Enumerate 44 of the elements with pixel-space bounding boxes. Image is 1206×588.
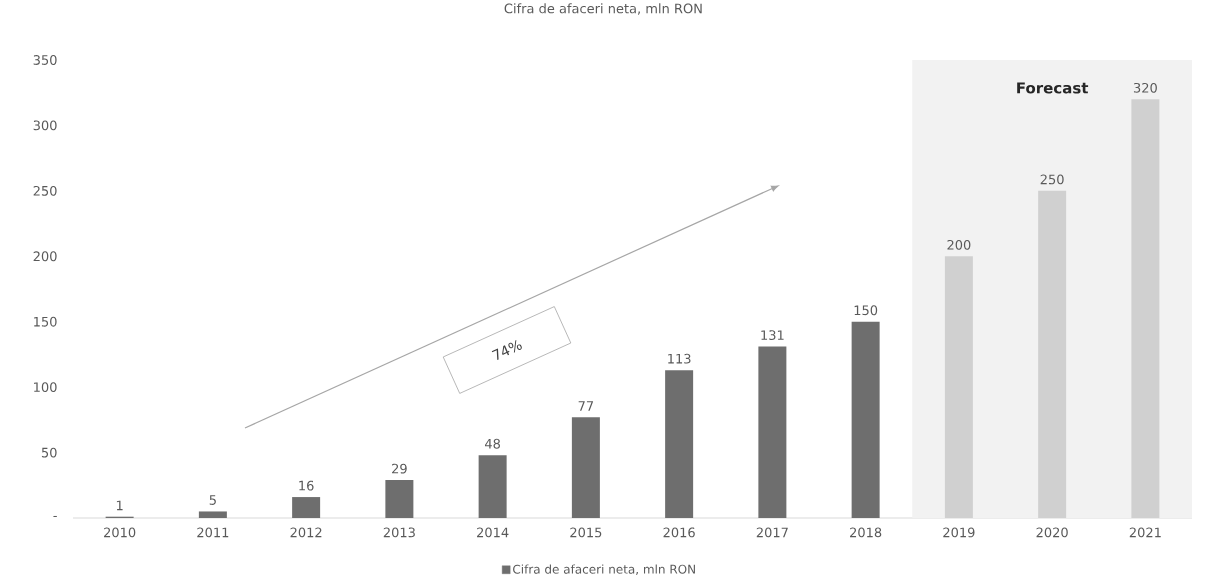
data-label: 1 [116,500,123,511]
bar [665,370,694,518]
x-tick-label: 2017 [756,527,788,538]
y-tick-label: 200 [33,251,57,262]
x-tick-label: 2019 [943,527,975,538]
x-tick-label: 2021 [1129,527,1161,538]
bar [385,480,414,518]
data-label: 320 [1133,82,1157,93]
data-label: 200 [947,239,971,250]
y-tick-label: 300 [33,120,57,131]
data-label: 131 [761,330,784,341]
data-label: 150 [854,305,878,316]
legend-label: Cifra de afaceri neta, mln RON [513,564,695,575]
x-tick-label: 2012 [290,527,322,538]
data-label: 48 [485,438,500,449]
y-tick-label: 100 [34,382,57,393]
data-label: 16 [299,480,314,491]
y-tick-label: 50 [41,447,57,458]
bar [198,511,227,518]
bar [851,321,880,518]
y-tick-label: - [53,515,57,517]
y-tick-label: 250 [33,185,57,196]
x-tick-label: 2020 [1036,527,1068,538]
data-label: 250 [1040,174,1064,185]
y-tick-label: 350 [33,55,57,65]
x-tick-label: 2016 [663,527,695,538]
bar [571,417,600,518]
band-label: Forecast [1017,82,1089,94]
chart-title: Cifra de afaceri neta, mln RON [504,3,702,15]
y-tick-label: 150 [34,316,57,327]
x-tick-label: 2011 [197,527,229,538]
x-tick-label: 2013 [383,527,415,538]
annotation: 74% [491,339,522,360]
bar [758,346,787,518]
x-tick-label: 2014 [477,527,509,538]
data-label: 5 [209,495,216,505]
data-label: 29 [392,463,407,474]
data-label: 113 [668,353,691,364]
x-tick-label: 2018 [850,527,882,538]
bar [478,455,507,518]
x-tick-label: 2010 [104,527,136,538]
data-label: 77 [578,401,594,411]
x-tick-label: 2015 [570,527,602,538]
bar [292,497,321,518]
